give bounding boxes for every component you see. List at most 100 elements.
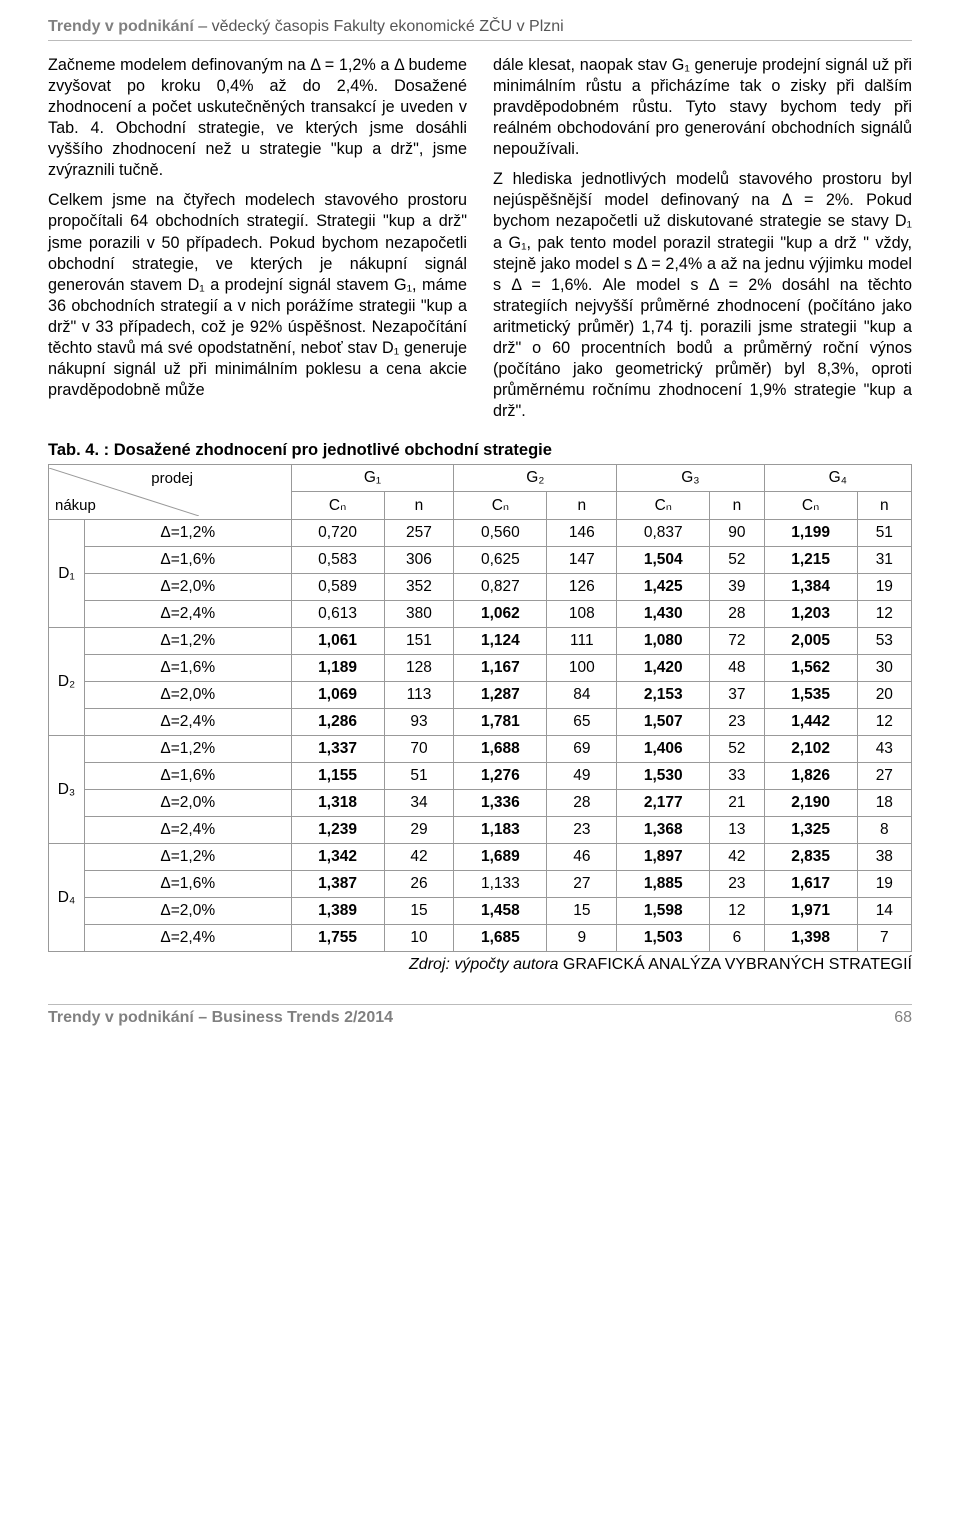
table-row: D₂Δ=1,2%1,0611511,1241111,080722,00553 — [49, 628, 912, 655]
delta-label: Δ=1,6% — [85, 763, 292, 790]
source-rest: GRAFICKÁ ANALÝZA VYBRANÝCH STRATEGIÍ — [563, 956, 912, 973]
value-n: 30 — [857, 655, 911, 682]
value-cn: 0,625 — [454, 547, 547, 574]
value-n: 70 — [384, 736, 454, 763]
value-cn: 0,837 — [617, 520, 710, 547]
value-n: 13 — [710, 817, 764, 844]
value-n: 12 — [857, 601, 911, 628]
value-cn: 2,190 — [764, 790, 857, 817]
table-row: Δ=2,0%1,389151,458151,598121,97114 — [49, 898, 912, 925]
value-cn: 1,562 — [764, 655, 857, 682]
value-n: 23 — [710, 709, 764, 736]
value-cn: 1,318 — [291, 790, 384, 817]
value-cn: 1,458 — [454, 898, 547, 925]
value-cn: 1,971 — [764, 898, 857, 925]
value-cn: 1,286 — [291, 709, 384, 736]
value-n: 29 — [384, 817, 454, 844]
row-group-label: D₁ — [49, 520, 85, 628]
value-cn: 1,598 — [617, 898, 710, 925]
value-n: 19 — [857, 574, 911, 601]
value-n: 72 — [710, 628, 764, 655]
journal-title-rest: – vědecký časopis Fakulty ekonomické ZČU… — [194, 18, 564, 35]
value-n: 7 — [857, 925, 911, 952]
delta-label: Δ=1,2% — [85, 520, 292, 547]
value-n: 49 — [547, 763, 617, 790]
value-cn: 1,155 — [291, 763, 384, 790]
value-n: 93 — [384, 709, 454, 736]
sub-n: n — [857, 492, 911, 520]
value-n: 27 — [547, 871, 617, 898]
value-n: 21 — [710, 790, 764, 817]
left-column: Začneme modelem definovaným na Δ = 1,2% … — [48, 55, 467, 431]
table-row: Δ=1,6%1,387261,133271,885231,61719 — [49, 871, 912, 898]
source-label: Zdroj: výpočty autora — [409, 956, 563, 973]
value-cn: 1,389 — [291, 898, 384, 925]
value-cn: 0,589 — [291, 574, 384, 601]
footer-page-number: 68 — [894, 1009, 912, 1027]
table-row: D₃Δ=1,2%1,337701,688691,406522,10243 — [49, 736, 912, 763]
value-n: 19 — [857, 871, 911, 898]
value-n: 15 — [547, 898, 617, 925]
value-n: 38 — [857, 844, 911, 871]
table-row: Δ=1,6%1,155511,276491,530331,82627 — [49, 763, 912, 790]
table-row: Δ=2,0%0,5893520,8271261,425391,38419 — [49, 574, 912, 601]
delta-label: Δ=1,2% — [85, 844, 292, 871]
value-cn: 1,387 — [291, 871, 384, 898]
right-p1: dále klesat, naopak stav G₁ generuje pro… — [493, 55, 912, 160]
value-cn: 1,503 — [617, 925, 710, 952]
value-n: 23 — [547, 817, 617, 844]
row-group-label: D₂ — [49, 628, 85, 736]
value-cn: 1,203 — [764, 601, 857, 628]
value-n: 31 — [857, 547, 911, 574]
value-cn: 1,183 — [454, 817, 547, 844]
delta-label: Δ=2,0% — [85, 682, 292, 709]
value-n: 90 — [710, 520, 764, 547]
table-row: Δ=2,4%1,755101,68591,50361,3987 — [49, 925, 912, 952]
results-table: prodej nákup G₁ G₂ G₃ G₄ Cₙn Cₙn Cₙn Cₙn… — [48, 464, 912, 952]
value-n: 26 — [384, 871, 454, 898]
right-p2: Z hlediska jednotlivých modelů stavového… — [493, 169, 912, 422]
value-cn: 1,535 — [764, 682, 857, 709]
value-cn: 1,504 — [617, 547, 710, 574]
sub-n: n — [547, 492, 617, 520]
value-cn: 1,239 — [291, 817, 384, 844]
page-footer: Trendy v podnikání – Business Trends 2/2… — [48, 1004, 912, 1027]
table-caption: Tab. 4. : Dosažené zhodnocení pro jednot… — [48, 441, 912, 460]
value-n: 27 — [857, 763, 911, 790]
value-cn: 0,827 — [454, 574, 547, 601]
value-cn: 0,720 — [291, 520, 384, 547]
value-n: 113 — [384, 682, 454, 709]
value-cn: 1,342 — [291, 844, 384, 871]
value-n: 51 — [384, 763, 454, 790]
value-n: 37 — [710, 682, 764, 709]
value-cn: 1,826 — [764, 763, 857, 790]
row-group-label: D₃ — [49, 736, 85, 844]
value-n: 28 — [547, 790, 617, 817]
value-n: 51 — [857, 520, 911, 547]
sub-n: n — [710, 492, 764, 520]
value-n: 15 — [384, 898, 454, 925]
left-p2: Celkem jsme na čtyřech modelech stavovéh… — [48, 190, 467, 401]
table-row: D₁Δ=1,2%0,7202570,5601460,837901,19951 — [49, 520, 912, 547]
value-n: 146 — [547, 520, 617, 547]
value-n: 43 — [857, 736, 911, 763]
value-cn: 1,430 — [617, 601, 710, 628]
value-n: 151 — [384, 628, 454, 655]
table-header-row-1: prodej nákup G₁ G₂ G₃ G₄ — [49, 465, 912, 492]
value-n: 100 — [547, 655, 617, 682]
value-cn: 1,061 — [291, 628, 384, 655]
value-cn: 1,398 — [764, 925, 857, 952]
diag-top-label: prodej — [151, 470, 193, 487]
value-cn: 1,080 — [617, 628, 710, 655]
delta-label: Δ=1,6% — [85, 547, 292, 574]
value-n: 34 — [384, 790, 454, 817]
table-row: Δ=2,4%1,286931,781651,507231,44212 — [49, 709, 912, 736]
diag-bot-label: nákup — [55, 497, 96, 514]
sub-n: n — [384, 492, 454, 520]
value-cn: 1,897 — [617, 844, 710, 871]
delta-label: Δ=1,2% — [85, 628, 292, 655]
value-n: 352 — [384, 574, 454, 601]
delta-label: Δ=2,4% — [85, 709, 292, 736]
sub-cn: Cₙ — [617, 492, 710, 520]
sub-cn: Cₙ — [764, 492, 857, 520]
